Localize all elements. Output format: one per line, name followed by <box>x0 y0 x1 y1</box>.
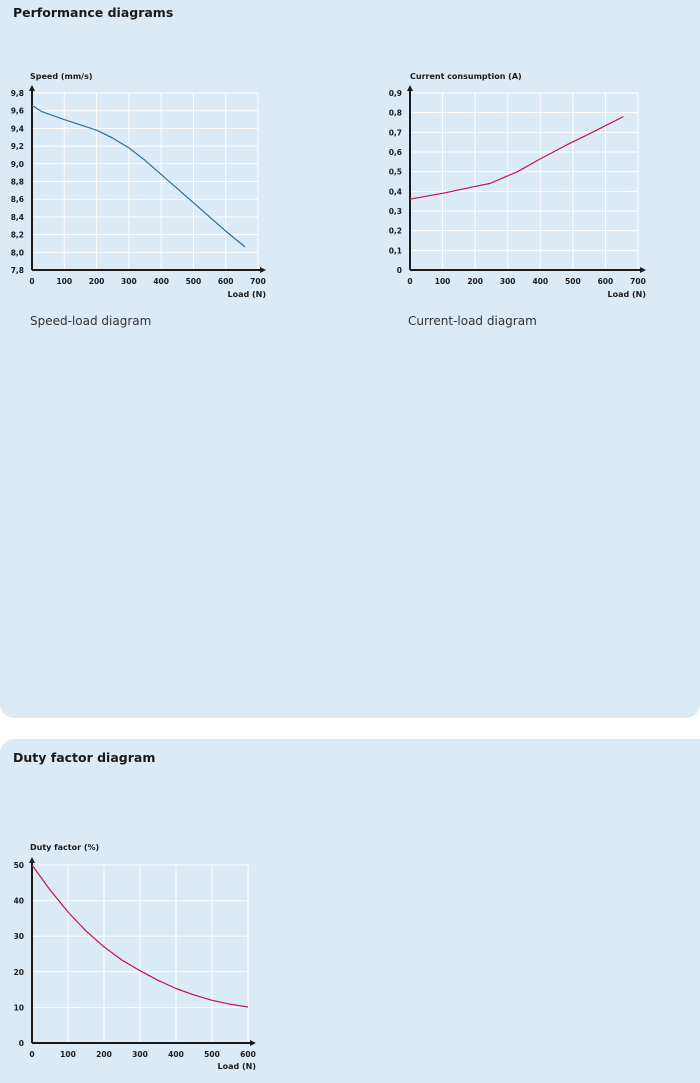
y-tick-label: 20 <box>14 968 24 977</box>
y-tick-label: 0,8 <box>389 109 402 118</box>
x-tick-label: 700 <box>250 277 266 286</box>
x-axis-title: Load (N) <box>217 1062 256 1071</box>
y-tick-label: 0,9 <box>389 89 402 98</box>
x-tick-label: 300 <box>500 277 516 286</box>
x-tick-label: 600 <box>218 277 234 286</box>
y-axis-title: Duty factor (%) <box>30 843 99 852</box>
y-tick-label: 0 <box>397 266 402 275</box>
current-load-chart: 0 0,1 0,2 0,3 0,4 0,5 0,6 0,7 0,8 0,9 0 100 200 300 40… <box>389 72 646 299</box>
y-tick-label: 9,2 <box>11 142 24 151</box>
x-tick-label: 400 <box>168 1050 184 1059</box>
x-tick-label: 500 <box>204 1050 220 1059</box>
y-tick-label: 9,4 <box>11 124 24 133</box>
y-tick-label: 0,4 <box>389 187 402 196</box>
y-tick-label: 8,2 <box>11 231 24 240</box>
x-axis-arrow <box>640 267 646 273</box>
y-tick-label: 8,0 <box>11 248 24 257</box>
x-axis-title: Load (N) <box>607 290 646 299</box>
y-tick-label: 9,0 <box>11 160 24 169</box>
y-tick-label: 0,3 <box>389 207 402 216</box>
x-tick-label: 400 <box>532 277 548 286</box>
y-tick-label: 0,5 <box>389 168 402 177</box>
y-tick-label: 0,2 <box>389 227 402 236</box>
y-tick-label: 9,6 <box>11 107 24 116</box>
x-tick-label: 300 <box>132 1050 148 1059</box>
y-axis-title: Current consumption (A) <box>410 72 522 81</box>
x-tick-label: 0 <box>407 277 412 286</box>
y-axis-arrow <box>407 85 413 91</box>
x-axis-arrow <box>260 267 266 273</box>
y-axis-title: Speed (mm/s) <box>30 72 93 81</box>
y-tick-label: 0 <box>19 1039 24 1048</box>
x-tick-label: 200 <box>96 1050 112 1059</box>
y-tick-label: 8,6 <box>11 195 24 204</box>
x-tick-label: 700 <box>630 277 646 286</box>
y-tick-label: 50 <box>14 861 24 870</box>
speed-load-caption: Speed-load diagram <box>30 314 152 328</box>
x-tick-label: 600 <box>598 277 614 286</box>
x-tick-label: 100 <box>435 277 451 286</box>
x-tick-label: 500 <box>565 277 581 286</box>
duty-factor-panel: Duty factor diagram 0 10 20 30 40 50 0 100 200 30… <box>0 739 700 1083</box>
y-tick-label: 9,8 <box>11 89 24 98</box>
duty-section-title: Duty factor diagram <box>13 750 156 765</box>
performance-panel: Performance diagrams 7,8 8,0 8,2 8,4 8,6 8,8 9… <box>0 0 700 718</box>
y-tick-label: 30 <box>14 932 24 941</box>
x-axis-arrow <box>250 1040 256 1046</box>
x-tick-label: 0 <box>29 1050 34 1059</box>
series-line <box>409 116 624 200</box>
y-tick-label: 8,8 <box>11 178 24 187</box>
x-tick-label: 300 <box>121 277 137 286</box>
x-tick-label: 0 <box>29 277 34 286</box>
y-tick-label: 0,6 <box>389 148 402 157</box>
y-tick-label: 8,4 <box>11 213 24 222</box>
x-tick-label: 600 <box>240 1050 256 1059</box>
series-line <box>31 104 246 248</box>
y-tick-label: 0,7 <box>389 128 402 137</box>
x-tick-label: 200 <box>467 277 483 286</box>
y-axis-arrow <box>29 85 35 91</box>
x-tick-label: 500 <box>186 277 202 286</box>
y-axis-arrow <box>29 857 35 863</box>
current-load-caption: Current-load diagram <box>408 314 537 328</box>
series-line <box>31 864 249 1008</box>
x-tick-label: 100 <box>56 277 72 286</box>
y-tick-label: 10 <box>14 1003 24 1012</box>
y-tick-label: 7,8 <box>11 266 24 275</box>
y-tick-label: 40 <box>14 897 24 906</box>
y-tick-label: 0,1 <box>389 246 402 255</box>
x-tick-label: 100 <box>60 1050 76 1059</box>
speed-load-chart: 7,8 8,0 8,2 8,4 8,6 8,8 9,0 9,2 9,4 9,6 9,8 0 100 200… <box>11 72 266 299</box>
x-axis-title: Load (N) <box>227 290 266 299</box>
x-tick-label: 200 <box>89 277 105 286</box>
x-tick-label: 400 <box>153 277 169 286</box>
performance-section-title: Performance diagrams <box>13 5 174 20</box>
